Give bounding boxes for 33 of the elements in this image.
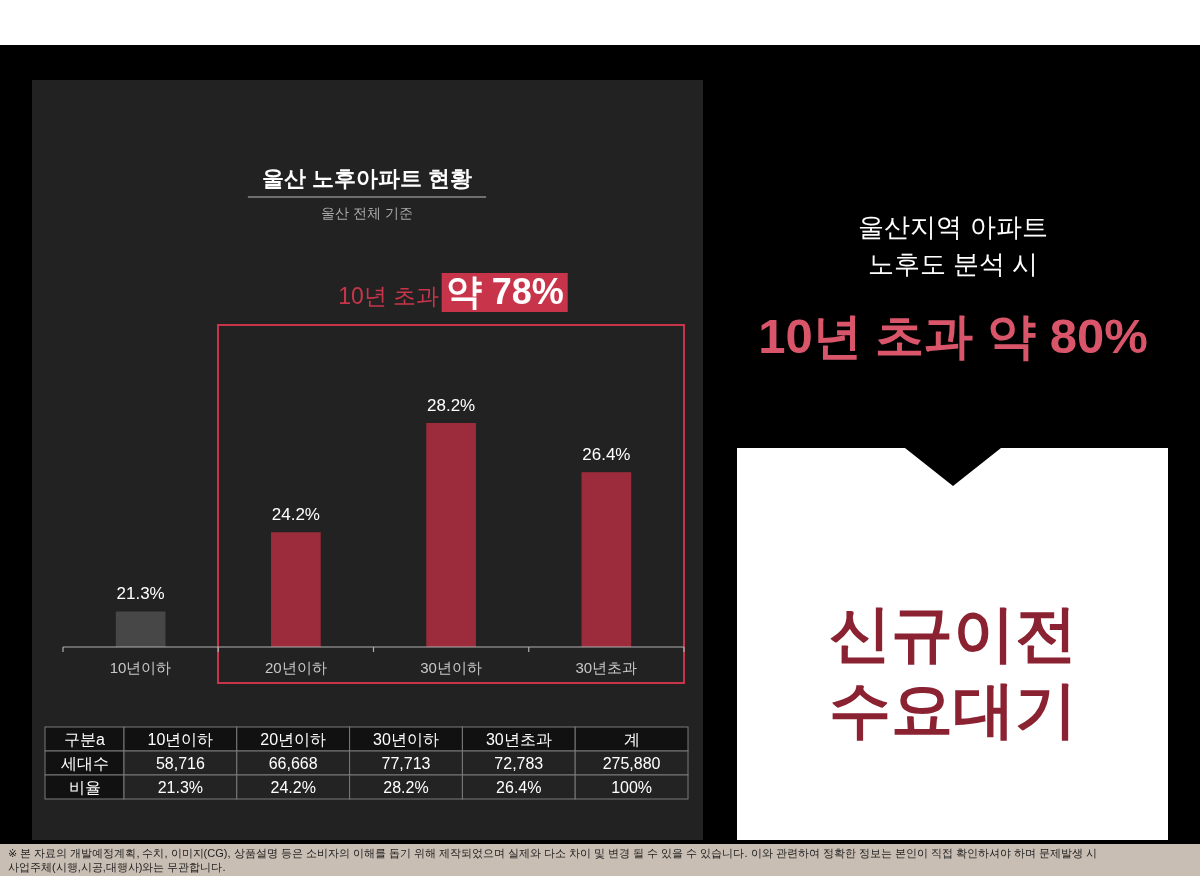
text: 26.4% <box>496 779 542 796</box>
text: 구분a <box>64 731 106 748</box>
text: 100% <box>611 779 653 796</box>
text: 66,668 <box>268 755 318 772</box>
category-label: 세대수 <box>60 755 109 772</box>
text: 10년 초과 약 80% <box>758 309 1148 363</box>
x-tick-label: 30년이하 <box>420 659 482 676</box>
category-label: 비율 <box>68 779 101 796</box>
category-label: 30년초과 <box>485 731 552 748</box>
text: 28.2% <box>383 779 429 796</box>
category-label: 30년이하 <box>373 731 439 748</box>
chart-title: 울산 노후아파트 현황 <box>261 166 473 191</box>
text: 77,713 <box>381 755 431 772</box>
chart-subtitle: 울산 전체 기준 <box>321 205 413 221</box>
text: 58,716 <box>155 755 205 772</box>
text: 24.2% <box>270 779 316 796</box>
x-tick-label: 10년이하 <box>109 659 172 676</box>
category-label: 10년이하 <box>147 731 214 748</box>
data-label: 24.2% <box>271 505 320 525</box>
text: 신규이전 수요대기 <box>829 599 1077 744</box>
text: 275,880 <box>602 755 661 772</box>
data-label: 28.2% <box>427 396 476 415</box>
x-tick-label: 20년이하 <box>265 659 327 676</box>
data-label: 26.4% <box>582 445 631 465</box>
text: 10년 초과 약 78% <box>338 271 564 312</box>
text: 울산지역 아파트 노후도 분석 시 <box>858 212 1048 279</box>
category-label: 계 <box>623 731 640 748</box>
text: ※ 본 자료의 개발예정계획, 수치, 이미지(CG), 상품설명 등은 소비자의 이해를 돕기 위해 제작되었으며 실제와 다소 차이 및 변경 될 수 있을 수 있습니다. 이와 관련하여 정확한 정보는 본인이 직접 확인하셔야 하며 문제발생 시 사업주체(시행,시공,대행사)와는 무관합니다. <box>8 847 1098 873</box>
text: 72,783 <box>494 755 544 772</box>
data-label: 21.3% <box>116 584 165 604</box>
category-label: 20년이하 <box>260 731 327 748</box>
text: 21.3% <box>157 779 204 796</box>
x-tick-label: 30년초과 <box>575 659 638 676</box>
